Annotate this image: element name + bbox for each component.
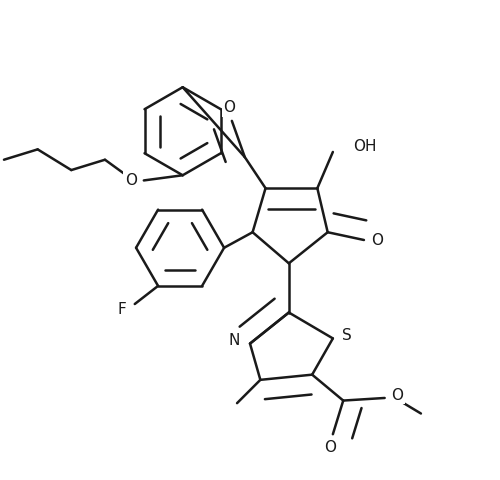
Text: O: O [324,440,336,455]
Text: N: N [229,334,240,348]
Text: OH: OH [354,139,377,154]
Text: O: O [371,232,383,248]
Text: F: F [118,302,126,317]
Text: O: O [125,173,137,188]
Text: O: O [392,388,404,403]
Text: O: O [224,100,235,115]
Text: S: S [342,328,352,343]
